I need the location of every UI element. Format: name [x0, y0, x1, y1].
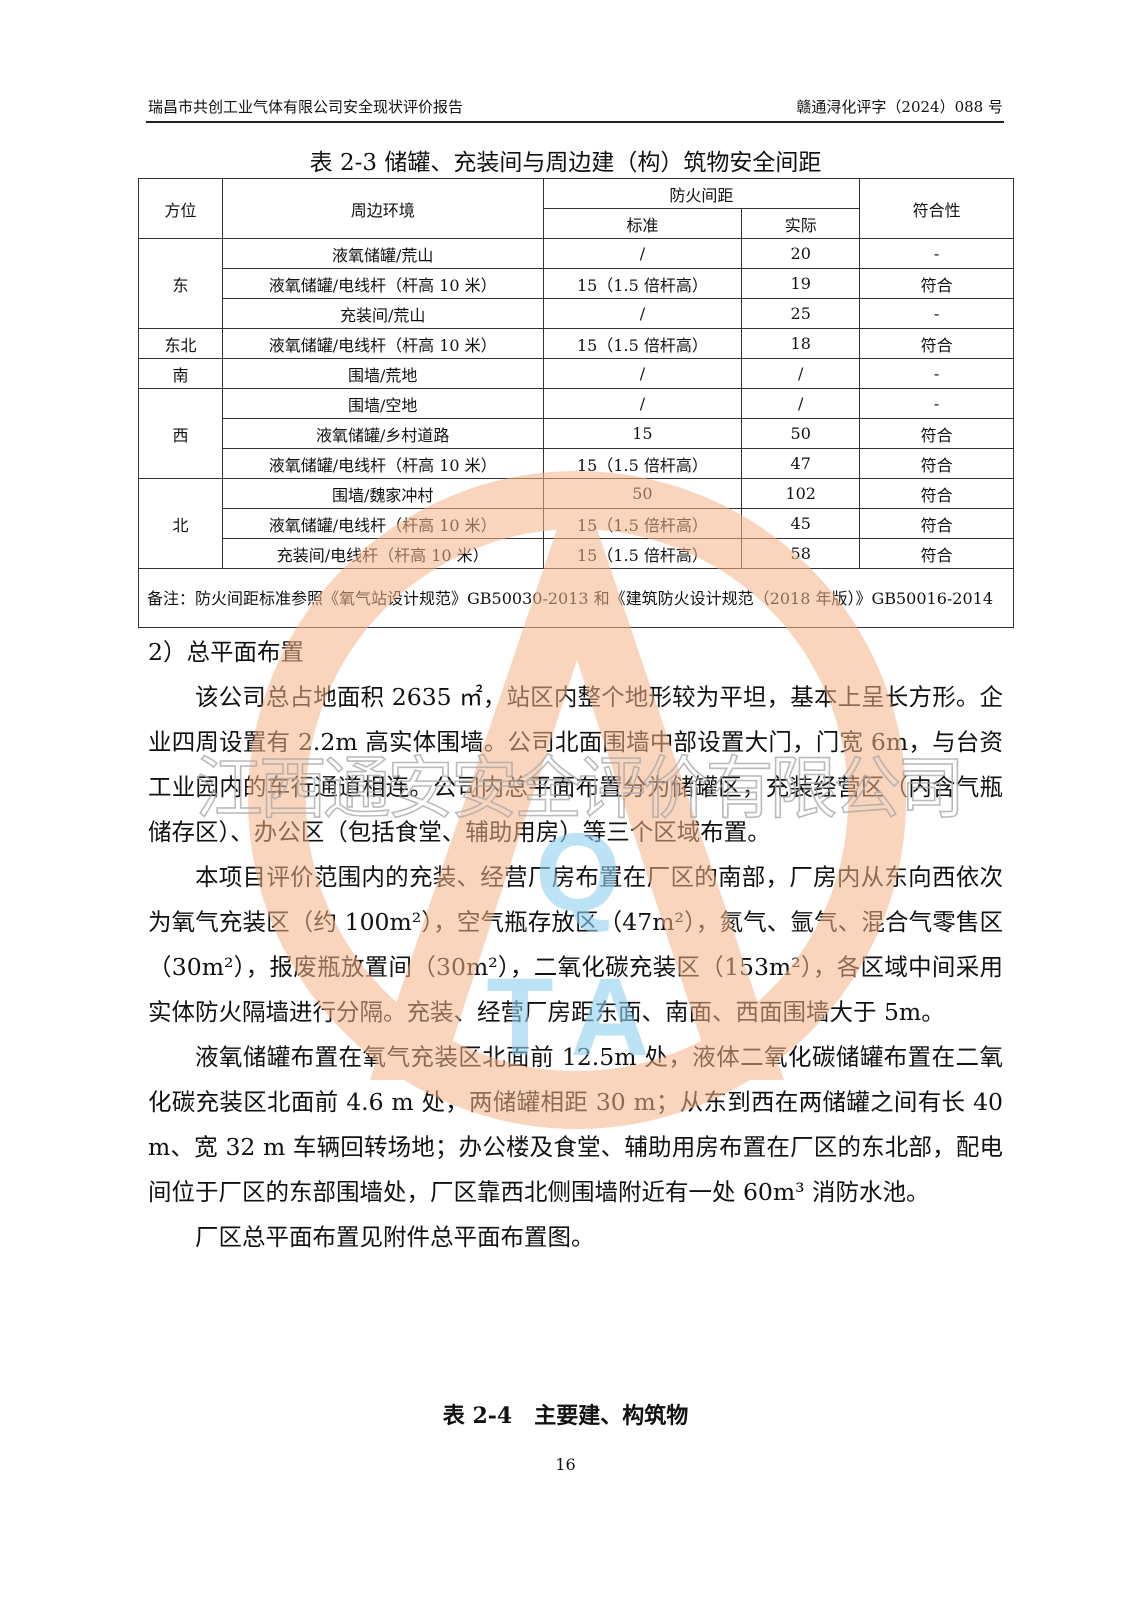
page-header: 瑞昌市共创工业气体有限公司安全现状评价报告 赣通浔化评字（2024）088 号 — [148, 96, 1003, 117]
compliance-cell: - — [859, 238, 1014, 269]
environment-cell: 液氧储罐/电线杆（杆高 10 米） — [221, 328, 544, 359]
compliance-cell: - — [859, 388, 1014, 419]
actual-cell: / — [741, 388, 861, 419]
safety-distance-table: 方位 周边环境 防火间距 符合性 标准 实际 东液氧储罐/荒山/20- 液氧储罐/… — [138, 178, 1014, 628]
table-title: 表 2-3 储罐、充装间与周边建（构）筑物安全间距 — [309, 150, 822, 176]
direction-cell: 东 — [138, 238, 223, 329]
standard-cell: / — [542, 358, 743, 389]
header-right: 赣通浔化评字（2024）088 号 — [796, 98, 1003, 116]
standard-cell: 15（1.5 倍杆高） — [542, 328, 743, 359]
environment-cell: 液氧储罐/电线杆（杆高 10 米） — [221, 448, 544, 479]
table-row: 液氧储罐/电线杆（杆高 10 米） 15（1.5 倍杆高） 47 符合 — [139, 448, 1014, 479]
compliance-cell: 符合 — [859, 508, 1014, 539]
paragraph: 厂区总平面布置见附件总平面布置图。 — [195, 1223, 595, 1251]
header-compliance: 符合性 — [859, 178, 1014, 239]
environment-cell: 围墙/荒地 — [221, 358, 544, 389]
table-row: 充装间/荒山/25- — [139, 298, 1014, 329]
compliance-cell: 符合 — [859, 268, 1014, 299]
compliance-cell: 符合 — [859, 418, 1014, 449]
page-number: 16 — [555, 1455, 576, 1474]
compliance-cell: 符合 — [859, 328, 1014, 359]
paragraph: 液氧储罐布置在氧气充装区北面前 12.5m 处，液体二氧化碳储罐布置在二氧化碳充… — [148, 1043, 1003, 1206]
direction-cell: 北 — [138, 478, 223, 569]
compliance-cell: 符合 — [859, 478, 1014, 509]
table-row: 西围墙/空地 / / - — [138, 388, 1014, 479]
table-row: 充装间/电线杆（杆高 10 米） 15（1.5 倍杆高） 58 符合 — [139, 538, 1014, 569]
standard-cell: / — [542, 298, 743, 329]
standard-cell: 15（1.5 倍杆高） — [542, 448, 743, 479]
header-left: 瑞昌市共创工业气体有限公司安全现状评价报告 — [148, 98, 464, 116]
environment-cell: 液氧储罐/荒山 — [221, 238, 544, 269]
actual-cell: 20 — [741, 238, 861, 269]
environment-cell: 围墙/空地 — [221, 388, 544, 419]
body-text: 2）总平面布置 该公司总占地面积 2635 ㎡，站区内整个地形较为平坦，基本上呈… — [148, 630, 1003, 1260]
standard-cell: 15（1.5 倍杆高） — [542, 508, 743, 539]
standard-cell: / — [542, 388, 743, 419]
actual-cell: 47 — [741, 448, 861, 479]
header-environment: 周边环境 — [221, 178, 544, 239]
actual-cell: 25 — [741, 298, 861, 329]
header-standard: 标准 — [542, 208, 743, 239]
standard-cell: 15（1.5 倍杆高） — [542, 268, 743, 299]
actual-cell: 58 — [741, 538, 861, 569]
actual-cell: 19 — [741, 268, 861, 299]
table-row: 东液氧储罐/荒山/20- — [138, 238, 1014, 329]
header-divider — [146, 121, 1004, 123]
environment-cell: 液氧储罐/电线杆（杆高 10 米） — [221, 508, 544, 539]
paragraph: 该公司总占地面积 2635 ㎡，站区内整个地形较为平坦，基本上呈长方形。企业四周… — [148, 683, 1003, 846]
section-title: 2）总平面布置 — [148, 638, 304, 666]
environment-cell: 围墙/魏家冲村 — [221, 478, 544, 509]
table-row: 东北 液氧储罐/电线杆（杆高 10 米） 15（1.5 倍杆高） 18 符合 — [138, 328, 1014, 359]
standard-cell: 15 — [542, 418, 743, 449]
environment-cell: 充装间/荒山 — [221, 298, 544, 329]
header-fire-distance: 防火间距 — [542, 178, 861, 209]
direction-cell: 东北 — [138, 328, 223, 359]
standard-cell: 15（1.5 倍杆高） — [542, 538, 743, 569]
environment-cell: 充装间/电线杆（杆高 10 米） — [221, 538, 544, 569]
environment-cell: 液氧储罐/电线杆（杆高 10 米） — [221, 268, 544, 299]
compliance-cell: 符合 — [859, 538, 1014, 569]
table-note: 备注：防火间距标准参照《氧气站设计规范》GB50030-2013 和《建筑防火设… — [138, 568, 1014, 628]
actual-cell: 45 — [741, 508, 861, 539]
actual-cell: / — [741, 358, 861, 389]
table-row: 液氧储罐/电线杆（杆高 10 米） 15（1.5 倍杆高） 45 符合 — [139, 508, 1014, 539]
header-actual: 实际 — [741, 208, 861, 239]
table-row: 南围墙/荒地 / / - — [138, 358, 1014, 389]
next-table-title: 表 2-4 主要建、构筑物 — [442, 1403, 689, 1429]
actual-cell: 18 — [741, 328, 861, 359]
note-row: 备注：防火间距标准参照《氧气站设计规范》GB50030-2013 和《建筑防火设… — [138, 568, 1014, 628]
direction-cell: 南 — [138, 358, 223, 389]
environment-cell: 液氧储罐/乡村道路 — [221, 418, 544, 449]
actual-cell: 50 — [741, 418, 861, 449]
actual-cell: 102 — [741, 478, 861, 509]
paragraph: 本项目评价范围内的充装、经营厂房布置在厂区的南部，厂房内从东向西依次为氧气充装区… — [148, 863, 1003, 1026]
standard-cell: 50 — [542, 478, 743, 509]
direction-cell: 西 — [138, 388, 223, 479]
standard-cell: / — [542, 238, 743, 269]
table-row: 北围墙/魏家冲村 50 102 符合 — [138, 478, 1014, 569]
compliance-cell: 符合 — [859, 448, 1014, 479]
header-direction: 方位 — [138, 178, 223, 239]
table-row: 液氧储罐/电线杆（杆高 10 米） 15（1.5 倍杆高） 19 符合 — [139, 268, 1014, 299]
table-row: 液氧储罐/乡村道路 15 50 符合 — [139, 418, 1014, 449]
compliance-cell: - — [859, 298, 1014, 329]
compliance-cell: - — [859, 358, 1014, 389]
